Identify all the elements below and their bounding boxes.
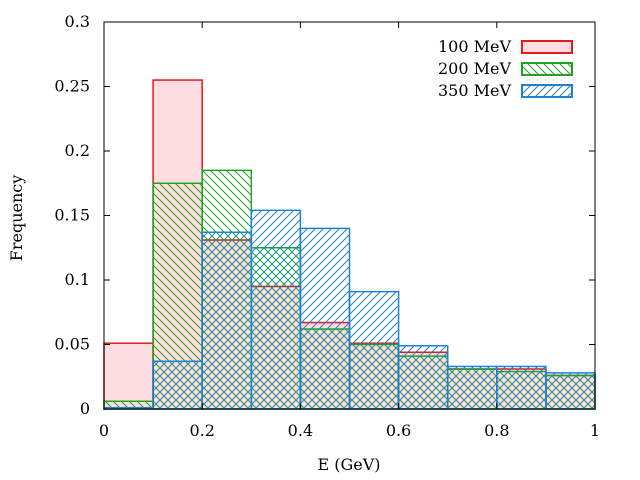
bar-350-mev-bin-3	[250, 209, 302, 410]
bar-350-mev-bin-9	[545, 372, 596, 410]
x-tick-label: 0.2	[189, 421, 214, 440]
y-tick-label: 0.3	[65, 12, 90, 31]
legend-item-350-mev: 350 MeV	[438, 81, 573, 100]
bar-350-mev-bin-6	[397, 345, 449, 410]
legend-item-100-mev: 100 MeV	[438, 37, 573, 56]
legend-label: 200 MeV	[438, 59, 511, 78]
bar-350-mev-bin-7	[446, 365, 498, 410]
series-350-mev	[103, 209, 596, 410]
legend-label: 350 MeV	[438, 81, 511, 100]
x-axis-label: E (GeV)	[317, 455, 380, 474]
legend: 100 MeV 200 MeV 350 MeV	[438, 37, 573, 100]
bar-350-mev-bin-2	[201, 231, 253, 410]
x-tick-label: 0.6	[386, 421, 411, 440]
bar-100-mev-bin-0	[103, 342, 154, 410]
bar-350-mev-bin-8	[496, 365, 547, 410]
x-tick-label: 0.8	[484, 421, 509, 440]
legend-swatch	[521, 84, 573, 98]
histogram-bars	[103, 79, 596, 410]
x-tick-label: 1	[590, 421, 600, 440]
y-tick-label: 0.25	[54, 77, 90, 96]
bar-350-mev-bin-4	[299, 227, 351, 410]
legend-item-200-mev: 200 MeV	[438, 59, 573, 78]
axis-ticks: 0 0.2 0.4 0.6 0.8 1 0 0.05 0.1 0.15 0.2 0.25 0.3	[54, 12, 600, 440]
y-axis-label: Frequency	[7, 175, 26, 262]
y-tick-label: 0.15	[54, 206, 90, 225]
y-tick-label: 0.2	[65, 141, 90, 160]
legend-swatch	[521, 62, 573, 76]
bar-350-mev-bin-1	[152, 360, 203, 410]
x-tick-label: 0.4	[288, 421, 313, 440]
bar-350-mev-bin-5	[348, 290, 400, 410]
legend-swatch	[521, 40, 573, 54]
x-tick-label: 0	[99, 421, 109, 440]
y-tick-label: 0	[80, 399, 90, 418]
y-tick-label: 0.1	[65, 270, 90, 289]
legend-label: 100 MeV	[438, 37, 511, 56]
y-tick-label: 0.05	[54, 335, 90, 354]
